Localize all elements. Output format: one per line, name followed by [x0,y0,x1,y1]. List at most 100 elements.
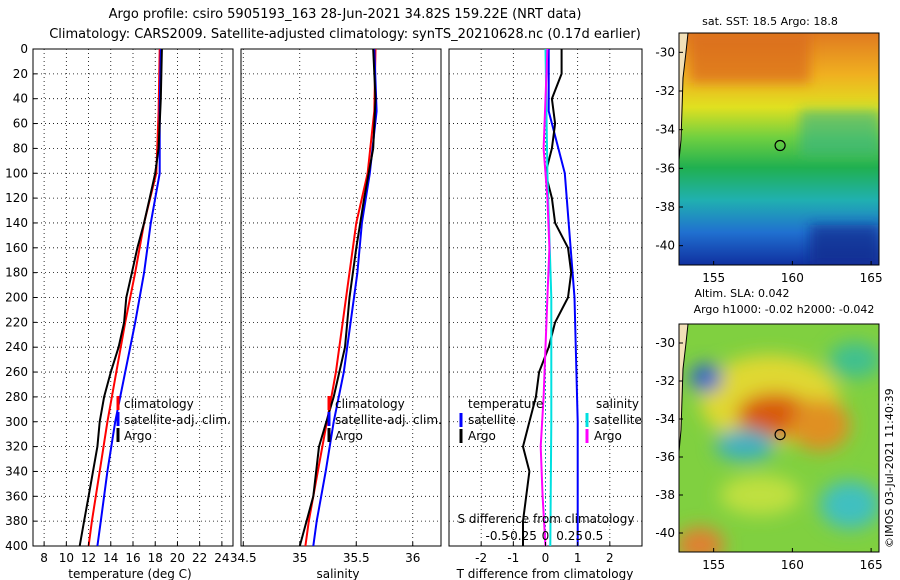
map-x-tick-label: 165 [860,271,883,285]
legend-s-satellite-label: satellite [594,413,642,427]
map-x-tick-label: 165 [860,558,883,572]
difference-panel: -2 -1 0 1 2 -0.5-0.25 0 0.25 0.5 T difference fr… [448,48,643,580]
series-line-argo [78,48,163,547]
map-y-tick-label: -38 [655,488,675,502]
difference-s-xlabel: S difference from climatology [458,512,635,526]
depth-tick-label: 120 [5,191,28,205]
title-line-1: Argo profile: csiro 5905193_163 28-Jun-2… [109,7,582,22]
series-line-t-argo [522,49,573,546]
legend-climatology-label: climatology [335,397,405,411]
depth-tick-label: 80 [13,141,28,155]
depth-tick-label: 0 [20,42,28,56]
x-tick-label: 35.5 [343,551,370,565]
sla-low-2 [715,429,775,461]
depth-tick-label: 200 [5,291,28,305]
x-tick-label: 10 [59,551,74,565]
map-x-tick-label: 155 [702,558,725,572]
map-y-tick-label: -40 [655,526,675,540]
legend-s-argo-label: Argo [594,429,622,443]
x-tick-label: 35 [292,551,307,565]
depth-tick-label: 160 [5,241,28,255]
legend-temperature-heading: temperature [468,397,543,411]
map-x-tick-label: 155 [702,271,725,285]
map-y-tick-label: -32 [655,84,675,98]
legend-satellite-label: satellite-adj. clim. [335,413,442,427]
depth-tick-label: 40 [13,92,28,106]
salinity-panel: 34.5 35 35.5 36 salinity climatology satell… [230,48,442,580]
map-y-tick-label: -30 [655,45,675,59]
map-y-tick-label: -40 [655,239,675,253]
s-tick-label: -0.5 [486,529,509,543]
x-tick-label: 24 [214,551,229,565]
depth-tick-label: 240 [5,340,28,354]
s-tick-label: 0.5 [584,529,603,543]
x-tick-label: 2 [606,551,614,565]
x-tick-label: 36 [405,551,420,565]
title-line-2: Climatology: CARS2009. Satellite-adjuste… [49,27,641,42]
series-line-argo [298,48,377,547]
series-line-s-argo [539,48,551,547]
series-line-satellite-adj-clim- [96,48,162,547]
sla-low-3 [829,342,879,378]
x-tick-label: 12 [81,551,96,565]
x-tick-label: 8 [40,551,48,565]
x-tick-label: 22 [192,551,207,565]
salinity-xlabel: salinity [316,567,359,580]
depth-tick-label: 20 [13,67,28,81]
series-line-satellite-adj-clim- [312,48,378,547]
map-y-tick-label: -36 [655,161,675,175]
argo-position-marker [774,429,786,441]
sla-yellow-2 [720,475,800,515]
depth-tick-label: 260 [5,365,28,379]
legend-satellite-label: satellite-adj. clim. [124,413,231,427]
argo-position-marker [774,139,786,152]
depth-tick-label: 140 [5,216,28,230]
s-tick-label: 0 [542,529,550,543]
depth-tick-label: 400 [5,539,28,553]
depth-tick-label: 280 [5,390,28,404]
imos-credit: ©IMOS 03-Jul-2021 11:40:39 [883,388,896,548]
x-tick-label: 14 [103,551,118,565]
depth-tick-label: 380 [5,514,28,528]
legend-argo-label: Argo [124,429,152,443]
legend-salinity-heading: salinity [596,397,639,411]
sla-low-4 [820,481,879,529]
map-y-tick-label: -30 [655,336,675,350]
sst-map-title: sat. SST: 18.5 Argo: 18.8 [702,15,838,28]
depth-tick-label: 320 [5,440,28,454]
depth-tick-label: 360 [5,489,28,503]
s-tick-label: 0.25 [556,529,583,543]
sla-map-title-1: Altim. SLA: 0.042 [694,287,789,300]
depth-tick-label: 340 [5,464,28,478]
depth-tick-label: 180 [5,266,28,280]
temperature-legend: climatology satellite-adj. clim. Argo [116,396,231,443]
x-tick-label: 34.5 [230,551,257,565]
sst-map-panel: sat. SST: 18.5 Argo: 18.8 155 160 165 -30 -3… [655,15,882,285]
legend-t-satellite-label: satellite [468,413,516,427]
map-y-tick-label: -38 [655,200,675,214]
sla-map-title-2: Argo h1000: -0.02 h2000: -0.042 [694,303,875,316]
map-x-tick-label: 160 [781,558,804,572]
legend-argo-label: Argo [335,429,363,443]
series-line-t-satellite [547,49,579,546]
s-tick-label: -0.25 [506,529,537,543]
depth-tick-label: 100 [5,166,28,180]
legend-climatology-label: climatology [124,397,194,411]
x-tick-label: -1 [507,551,519,565]
depth-tick-label: 220 [5,315,28,329]
map-y-tick-label: -36 [655,450,675,464]
sst-map-frame [678,32,880,266]
depth-tick-label: 300 [5,415,28,429]
difference-xlabel: T difference from climatology [456,567,634,580]
sla-map-panel: Altim. SLA: 0.042 Argo h1000: -0.02 h200… [655,287,882,572]
x-tick-label: 18 [148,551,163,565]
x-tick-label: -2 [475,551,487,565]
sst-warm-patch [690,33,810,83]
depth-tick-label: 60 [13,117,28,131]
sla-high-orange [790,399,850,451]
map-y-tick-label: -34 [655,123,675,137]
series-line-s-satellite [544,48,553,547]
sst-cool-patch [800,110,879,155]
sst-deep-patch [810,225,879,265]
legend-t-argo-label: Argo [468,429,496,443]
